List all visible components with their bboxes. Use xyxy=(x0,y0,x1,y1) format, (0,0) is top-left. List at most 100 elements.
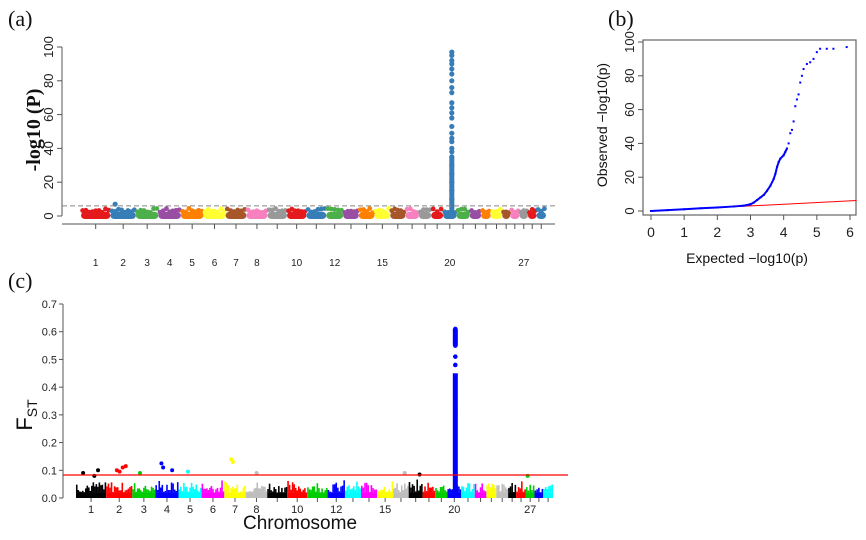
y-tick-label: 0.4 xyxy=(42,382,57,394)
x-tick-label: 4 xyxy=(167,258,173,269)
peak-point xyxy=(449,105,455,111)
snp-point xyxy=(154,206,160,211)
y-tick-label: 60 xyxy=(41,107,56,121)
x-tick-label: 5 xyxy=(189,258,195,269)
qq-point xyxy=(762,193,765,196)
peak-point xyxy=(449,123,455,130)
y-tick-label: 0 xyxy=(41,212,56,219)
y-tick-label: 100 xyxy=(41,36,56,58)
x-tick-label: 4 xyxy=(780,224,788,240)
peak-point xyxy=(453,420,458,426)
y-tick-label: 0.5 xyxy=(42,354,57,366)
outlier-point xyxy=(117,469,122,474)
peak-point xyxy=(449,110,455,116)
outlier-point xyxy=(254,471,259,476)
chrom-2-points xyxy=(106,492,133,498)
snp-point xyxy=(367,206,373,211)
peak-point xyxy=(453,390,458,395)
snp-point xyxy=(183,209,189,215)
snp-point xyxy=(401,209,407,215)
x-tick-label: 4 xyxy=(164,504,170,516)
y-axis-title: Observed −log10(p) xyxy=(594,63,610,187)
y-tick-label: 20 xyxy=(41,175,56,189)
qq-point xyxy=(845,46,848,49)
chrom-28-points xyxy=(534,492,544,498)
x-tick-label: 6 xyxy=(212,258,218,269)
qq-point xyxy=(769,184,772,187)
outlier-point xyxy=(230,459,235,464)
snp-point xyxy=(469,208,475,213)
qq-point xyxy=(752,201,755,204)
peak-point xyxy=(449,154,455,160)
y-tick-label: 80 xyxy=(41,74,56,88)
y-tick-label: 20 xyxy=(622,170,637,184)
peak-point xyxy=(453,362,458,368)
qq-point xyxy=(799,81,802,84)
peak-point xyxy=(449,179,455,185)
chrom-23-points xyxy=(481,211,491,219)
x-tick-label: 7 xyxy=(233,258,239,269)
y-tick-label: 40 xyxy=(41,141,56,155)
x-tick-label: 5 xyxy=(187,504,193,516)
y-tick-label: 60 xyxy=(622,102,637,116)
snp-point xyxy=(202,209,208,215)
x-tick-label: 6 xyxy=(210,504,216,516)
chrom-27-points xyxy=(525,492,535,498)
chrom-29-points xyxy=(536,211,546,219)
qq-point xyxy=(790,128,793,131)
snp-point xyxy=(215,209,221,215)
snp-point xyxy=(526,210,532,215)
peak-point xyxy=(449,188,455,194)
qq-point xyxy=(797,93,800,96)
qq-point xyxy=(777,160,780,163)
outlier-point xyxy=(81,471,86,476)
qq-point xyxy=(785,147,788,150)
peak-point xyxy=(449,100,455,106)
peak-point xyxy=(453,467,458,473)
chrom-29-points xyxy=(543,492,553,498)
qq-point xyxy=(756,199,759,202)
qq-point xyxy=(825,47,828,50)
x-tick-label: 27 xyxy=(518,258,530,269)
chrom-2-points xyxy=(110,211,136,219)
chrom-15-points xyxy=(377,492,394,498)
x-tick-label: 1 xyxy=(88,504,94,516)
peak-column xyxy=(449,156,455,216)
outlier-point xyxy=(123,464,128,469)
chrom-9-points xyxy=(267,492,288,498)
chrom-16-points xyxy=(390,211,406,219)
x-tick-label: 6 xyxy=(846,224,854,240)
x-axis-title: Expected −log10(p) xyxy=(686,250,808,266)
snp-point xyxy=(542,206,547,212)
chrom-6-points xyxy=(201,492,225,498)
x-tick-label: 15 xyxy=(379,504,391,516)
panel-label-c: (c) xyxy=(8,268,33,293)
y-tick-label: 0 xyxy=(622,207,637,214)
outlier-point xyxy=(185,469,190,474)
qq-point xyxy=(732,205,735,208)
chrom-18-points xyxy=(422,492,436,498)
chrom-10-points xyxy=(287,492,308,498)
peak-point xyxy=(453,456,458,462)
peak-column xyxy=(452,373,458,498)
qq-point xyxy=(795,98,798,101)
chrom-14-points xyxy=(358,211,375,219)
chrom-8-points xyxy=(245,492,268,498)
peak-point xyxy=(453,429,458,434)
qq-point xyxy=(792,120,795,123)
peak-point xyxy=(449,203,455,209)
qq-point xyxy=(683,208,686,211)
y-axis-title: FST xyxy=(12,399,40,431)
snp-point xyxy=(305,207,311,212)
x-tick-label: 10 xyxy=(291,504,303,516)
qq-point xyxy=(794,105,797,108)
x-tick-label: 12 xyxy=(330,504,342,516)
y-axis-title-main: F xyxy=(12,417,37,430)
y-axis-title-sub: ST xyxy=(24,399,40,417)
qq-point xyxy=(716,206,719,209)
peak-point xyxy=(449,84,455,91)
y-tick-label: 80 xyxy=(622,69,637,83)
chrom-1-points xyxy=(76,492,107,498)
chrom-4-points xyxy=(155,492,179,498)
y-tick-label: 0.0 xyxy=(42,493,57,505)
